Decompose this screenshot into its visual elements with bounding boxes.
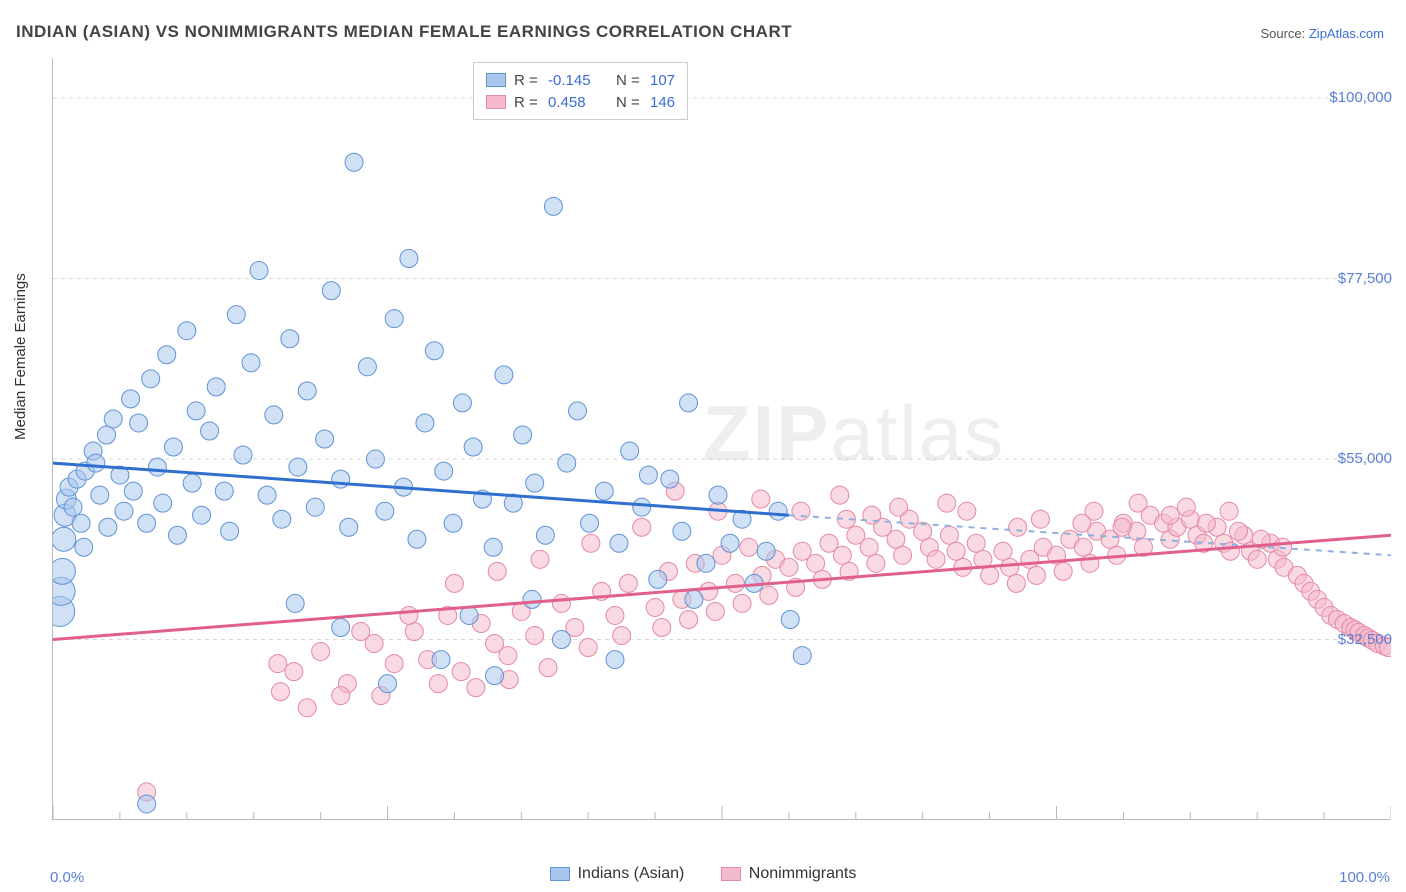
y-tick-label: $100,000: [1329, 89, 1392, 106]
correlation-legend-row: R =0.458N =146: [486, 91, 675, 113]
series-legend: Indians (Asian) Nonimmigrants: [0, 865, 1406, 886]
source-value: ZipAtlas.com: [1309, 26, 1384, 41]
chart-svg: [53, 58, 1391, 820]
correlation-legend-row: R =-0.145N =107: [486, 69, 675, 91]
chart-title: INDIAN (ASIAN) VS NONIMMIGRANTS MEDIAN F…: [16, 22, 792, 42]
source-label: Source:: [1260, 26, 1308, 41]
y-tick-label: $32,500: [1338, 631, 1392, 648]
y-tick-label: $77,500: [1338, 270, 1392, 287]
y-tick-label: $55,000: [1338, 450, 1392, 467]
legend-swatch-blue: [550, 867, 570, 881]
legend-swatch: [486, 95, 506, 109]
y-axis-label: Median Female Earnings: [12, 273, 29, 440]
legend-label-blue: Indians (Asian): [578, 865, 685, 883]
legend-item-blue: Indians (Asian): [550, 865, 685, 883]
legend-swatch: [486, 73, 506, 87]
legend-label-pink: Nonimmigrants: [749, 865, 857, 883]
correlation-legend: R =-0.145N =107R =0.458N =146: [473, 62, 688, 120]
legend-swatch-pink: [721, 867, 741, 881]
plot-area: ZIPatlas R =-0.145N =107R =0.458N =146: [52, 58, 1390, 820]
legend-item-pink: Nonimmigrants: [721, 865, 857, 883]
source-attribution: Source: ZipAtlas.com: [1260, 26, 1384, 41]
